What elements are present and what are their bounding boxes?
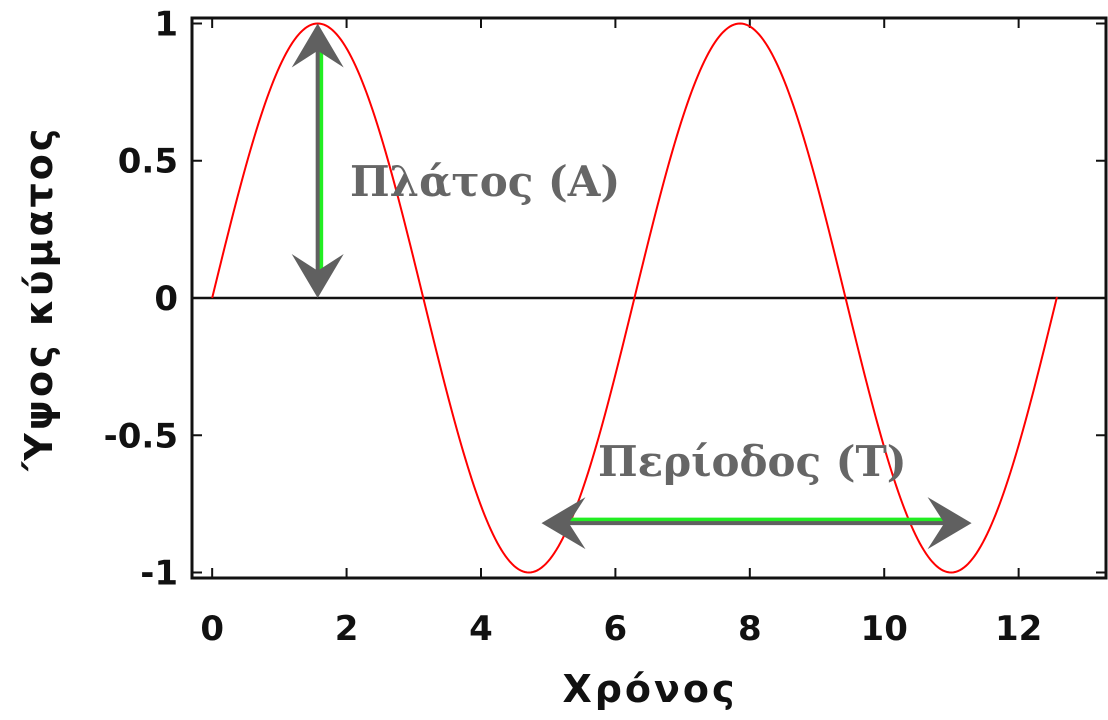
- x-tick-label: 0: [200, 609, 224, 649]
- amplitude-arrow-head-start: [291, 23, 344, 68]
- x-axis-title: Χρόνος: [562, 667, 737, 711]
- x-tick-label: 12: [995, 609, 1042, 649]
- sine-wave-line: [211, 22, 1058, 574]
- x-tick-label: 8: [738, 609, 762, 649]
- amplitude-arrow-head-end: [291, 254, 344, 298]
- period-annotation: Περίοδος (Τ): [598, 437, 907, 486]
- tick-labels: 0 2 4 6 8 10 12 1 0.5 0 -0.5 -1: [104, 4, 1043, 649]
- y-tick-label: -0.5: [104, 416, 178, 456]
- x-tick-label: 6: [604, 609, 628, 649]
- x-tick-label: 4: [469, 609, 493, 649]
- x-tick-label: 10: [861, 609, 908, 649]
- period-arrow-head-end: [927, 497, 972, 550]
- sine-curve-group: [211, 22, 1058, 574]
- period-arrow-head-start: [541, 497, 586, 550]
- y-axis-title: Ύψος κύματος: [17, 126, 61, 473]
- y-tick-label: 0: [154, 279, 178, 319]
- y-tick-label: 0.5: [118, 142, 178, 182]
- amplitude-annotation: Πλάτος (A): [350, 157, 620, 206]
- annotation-arrows: [291, 23, 972, 550]
- x-tick-label: 2: [335, 609, 359, 649]
- y-tick-label: 1: [154, 4, 178, 44]
- y-tick-label: -1: [140, 554, 178, 594]
